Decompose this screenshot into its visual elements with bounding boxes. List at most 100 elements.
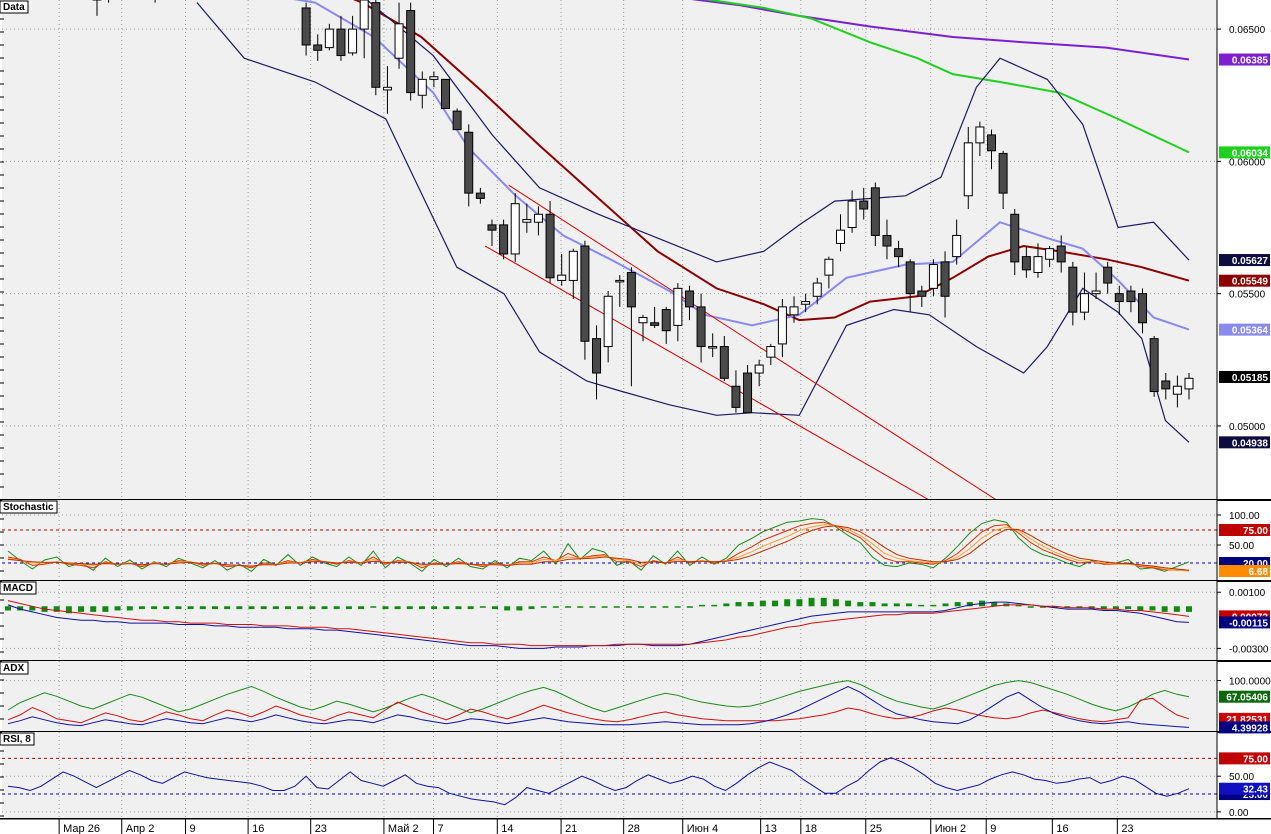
- macd-histogram-bar: [175, 606, 182, 610]
- macd-histogram-bar: [905, 603, 912, 607]
- candle-body: [464, 131, 474, 194]
- x-tick-label: 9: [190, 823, 196, 834]
- macd-histogram-bar: [1112, 606, 1119, 610]
- x-axis-background: [0, 819, 1271, 834]
- value-label-text: 20.00: [1243, 559, 1268, 570]
- value-label-box: [1219, 782, 1270, 795]
- value-label-text: 0.06385: [1232, 56, 1269, 67]
- candle-body: [1079, 293, 1089, 313]
- panel-title: RSI, 8: [0, 732, 35, 746]
- candle-body: [382, 86, 392, 91]
- trend-line: [484, 245, 930, 500]
- candle-body: [835, 229, 845, 244]
- candle-body: [777, 306, 787, 345]
- overlay-line: [293, 0, 1190, 331]
- candle-body: [1126, 290, 1136, 303]
- macd-histogram-bar: [187, 606, 194, 610]
- candle-body: [533, 213, 543, 223]
- candle-body: [708, 346, 718, 349]
- candle-body: [441, 78, 451, 109]
- candle-body: [592, 338, 602, 374]
- series-line: [7, 518, 1190, 573]
- x-tick-label: 14: [501, 823, 513, 834]
- candle-body: [336, 28, 346, 57]
- candle-body: [882, 234, 892, 247]
- candle-body: [417, 78, 427, 96]
- candle-body: [917, 290, 927, 297]
- x-tick-label: 9: [990, 823, 996, 834]
- macd-histogram-bar: [1052, 606, 1059, 608]
- value-label-box: [1219, 436, 1270, 449]
- panel-title-box: [0, 500, 58, 514]
- candle-body: [348, 28, 358, 54]
- macd-histogram-bar: [5, 606, 11, 611]
- panel-plot: [92, 0, 1194, 500]
- panel-background: [2, 500, 1217, 581]
- macd-histogram-bar: [1125, 606, 1132, 610]
- candle-body: [1114, 293, 1124, 303]
- candle-body: [638, 316, 648, 324]
- macd-histogram-bar: [126, 606, 133, 611]
- macd-histogram-bar: [1137, 606, 1144, 611]
- value-label-text: 75.00: [1243, 754, 1268, 765]
- candle-body: [719, 346, 729, 379]
- x-tick-label: 16: [1056, 823, 1068, 834]
- x-tick-label: 13: [765, 823, 777, 834]
- candle-body: [487, 224, 497, 231]
- macd-histogram-bar: [1039, 606, 1046, 608]
- panel-title-box: [0, 0, 29, 14]
- candle-body: [1138, 293, 1148, 324]
- series-line: [7, 600, 1190, 647]
- macd-histogram-bar: [418, 606, 425, 610]
- candle-body: [1161, 380, 1171, 390]
- value-label-box: [1219, 564, 1270, 577]
- macd-histogram-bar: [17, 606, 24, 611]
- series-line: [7, 525, 1190, 571]
- value-label: 32.43: [1219, 782, 1270, 796]
- candle-body: [545, 213, 555, 279]
- x-tick-label: Апр 2: [126, 823, 155, 834]
- macd-histogram-bar: [772, 600, 779, 607]
- macd-histogram-bar: [1149, 606, 1156, 611]
- macd-histogram-bar: [638, 606, 645, 608]
- panel-title-box: [0, 661, 29, 675]
- x-tick-label: 23: [1121, 823, 1133, 834]
- candle-body: [603, 295, 613, 348]
- candle-body: [452, 110, 462, 131]
- value-label-box: [1219, 752, 1270, 765]
- macd-histogram-bar: [1100, 606, 1107, 610]
- value-label-text: 0.05185: [1232, 373, 1269, 384]
- x-tick-label: Июн 2: [935, 823, 966, 834]
- candle-body: [754, 364, 764, 374]
- macd-histogram-bar: [1064, 606, 1071, 608]
- y-tick-label: 100.00000: [1229, 677, 1271, 688]
- value-label-box: [1219, 616, 1270, 629]
- macd-histogram-bar: [930, 604, 937, 607]
- value-label: 67.05406: [1219, 690, 1270, 704]
- macd-histogram-bar: [151, 606, 158, 610]
- panel-title: Data: [0, 0, 29, 14]
- candle-body: [1149, 338, 1159, 393]
- y-tick-label: 0.05500: [1229, 290, 1266, 301]
- candle-body: [731, 385, 741, 408]
- panel-title-text: Stochastic: [3, 502, 54, 513]
- candle-body: [1045, 248, 1055, 260]
- macd-histogram-bar: [954, 602, 961, 607]
- candle-body: [1103, 266, 1113, 284]
- macd-histogram-bar: [467, 606, 474, 610]
- value-label: 0.05185: [1219, 370, 1270, 384]
- panel-title: ADX: [0, 661, 29, 675]
- value-label: -0.00115: [1219, 616, 1270, 629]
- value-label-box: [1219, 254, 1270, 267]
- value-label-box: [1219, 370, 1270, 383]
- macd-histogram-bar: [577, 606, 584, 608]
- candle-body: [824, 258, 834, 276]
- macd-histogram-bar: [698, 604, 705, 607]
- panel-title-text: ADX: [3, 663, 24, 674]
- panel-plot: [5, 597, 1192, 649]
- candle-body: [406, 10, 416, 94]
- candle-body: [1172, 385, 1182, 395]
- candle-body: [998, 152, 1008, 194]
- series-line: [7, 685, 1190, 728]
